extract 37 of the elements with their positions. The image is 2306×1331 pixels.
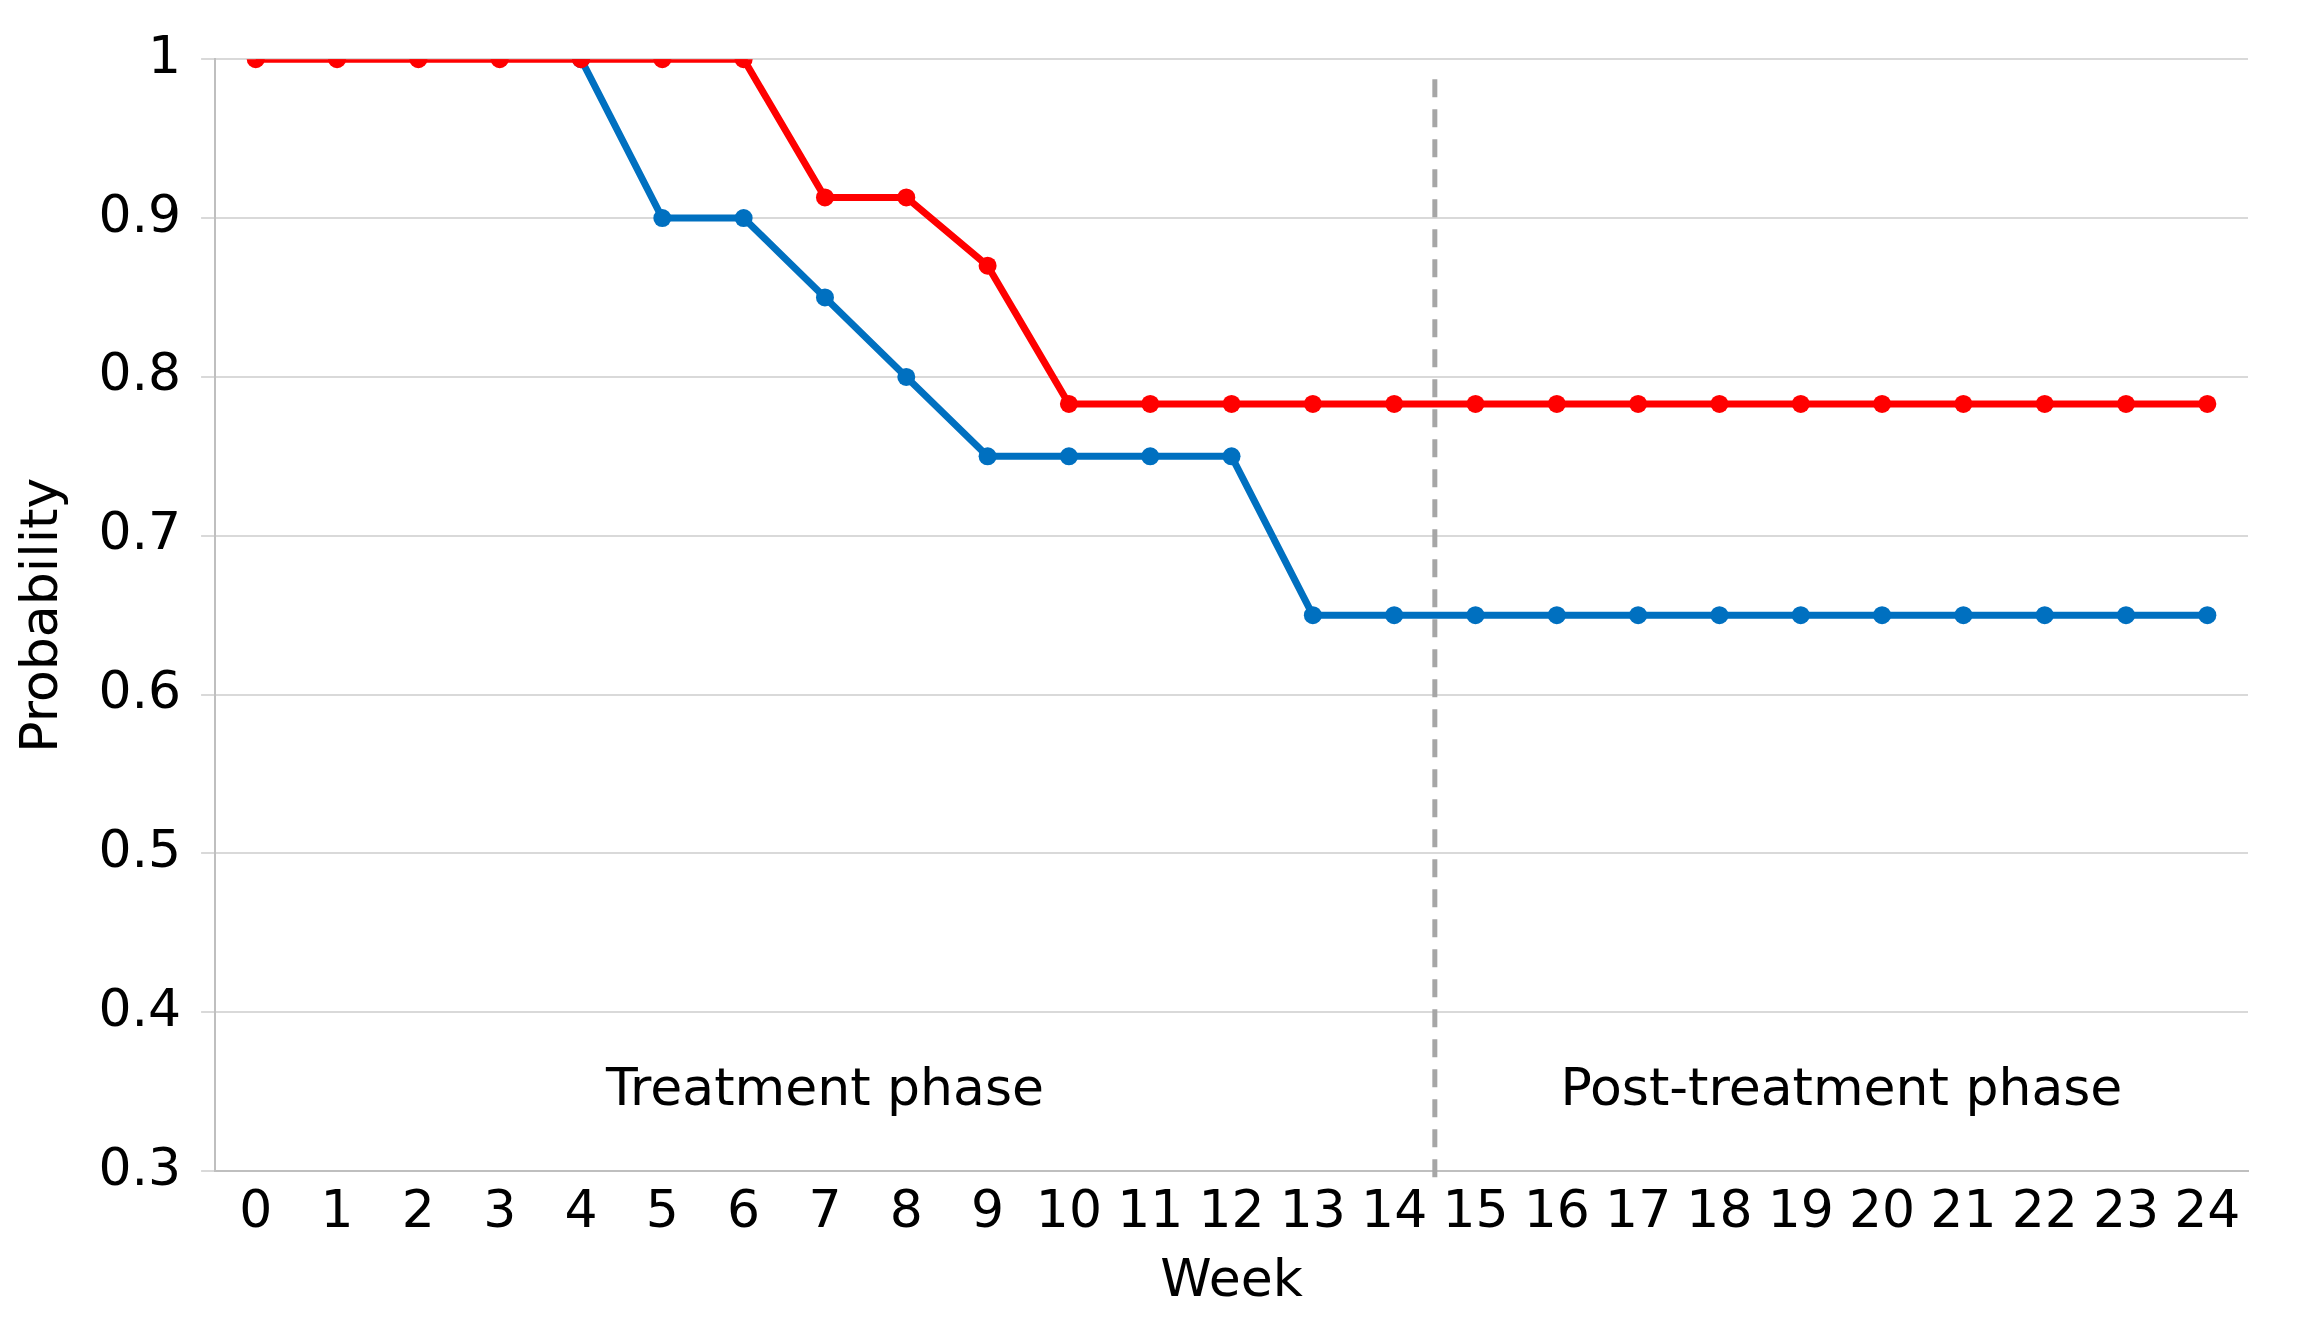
y-tick-label: 0.3 xyxy=(98,1136,182,1197)
annotation: Treatment phase xyxy=(604,1056,1044,1117)
x-tick-label: 6 xyxy=(727,1178,761,1239)
x-tick-label: 21 xyxy=(1930,1178,1997,1239)
y-tick-label: 0.9 xyxy=(98,183,182,244)
annotation: Post-treatment phase xyxy=(1560,1056,2123,1117)
y-tick-label: 0.5 xyxy=(98,819,182,879)
x-tick-label: 12 xyxy=(1198,1178,1265,1239)
x-tick-label: 14 xyxy=(1361,1178,1428,1239)
x-axis-title: Week xyxy=(1160,1248,1303,1309)
x-tick-label: 18 xyxy=(1686,1178,1753,1239)
x-tick-label: 17 xyxy=(1605,1178,1672,1239)
x-tick-label: 10 xyxy=(1035,1178,1102,1239)
x-tick-label: 16 xyxy=(1523,1178,1590,1239)
x-tick-label: 2 xyxy=(401,1178,435,1239)
y-tick-label: 0.8 xyxy=(98,342,182,403)
x-tick-label: 20 xyxy=(1848,1178,1916,1239)
x-tick-label: 11 xyxy=(1117,1178,1184,1239)
x-tick-label: 1 xyxy=(320,1178,354,1239)
x-tick-label: 7 xyxy=(808,1178,842,1239)
x-tick-label: 3 xyxy=(483,1178,517,1239)
x-tick-label: 22 xyxy=(2011,1178,2078,1239)
x-tick-label: 19 xyxy=(1767,1178,1834,1239)
x-tick-label: 15 xyxy=(1442,1178,1509,1239)
x-tick-label: 4 xyxy=(564,1178,598,1239)
x-tick-label: 0 xyxy=(239,1178,273,1239)
x-tick-label: 8 xyxy=(889,1178,923,1239)
x-tick-label: 13 xyxy=(1279,1178,1346,1239)
y-axis-title: Probability xyxy=(8,477,69,753)
x-tick-label: 24 xyxy=(2174,1178,2241,1239)
x-tick-label: 23 xyxy=(2092,1178,2160,1239)
x-tick-label: 9 xyxy=(971,1178,1005,1239)
y-tick-label: 0.7 xyxy=(98,501,182,562)
y-tick-label: 0.4 xyxy=(98,977,182,1038)
y-tick-label: 1 xyxy=(148,24,182,85)
x-tick-label: 5 xyxy=(645,1178,679,1239)
y-tick-label: 0.6 xyxy=(98,660,182,721)
